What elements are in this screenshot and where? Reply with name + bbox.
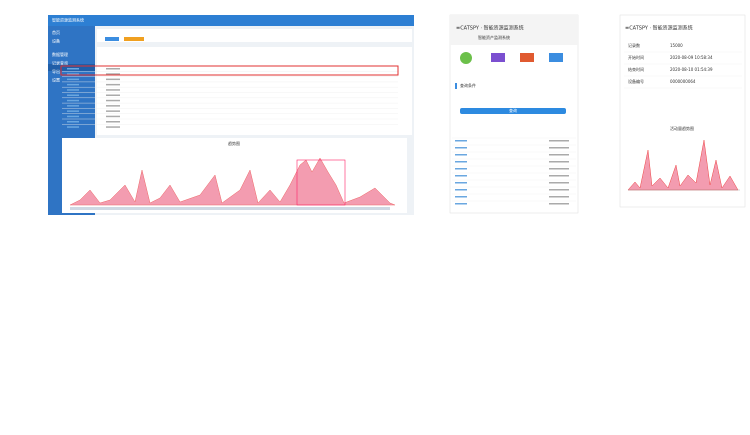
cell xyxy=(549,182,569,184)
cell xyxy=(106,94,120,96)
cell xyxy=(67,89,79,91)
icon xyxy=(520,53,534,62)
cell xyxy=(106,89,120,91)
section-title: 查询条件 xyxy=(460,82,476,88)
cell xyxy=(106,110,120,112)
cell xyxy=(549,175,569,177)
phone-detail xyxy=(619,14,746,208)
cell xyxy=(106,83,120,86)
area-chart xyxy=(69,157,396,206)
phone-title: ≡CATSPY · 智能资源监测系统 xyxy=(625,25,693,32)
cell xyxy=(549,154,569,156)
data-table xyxy=(97,47,412,135)
menu-item: 设置 xyxy=(52,77,60,83)
cell xyxy=(67,68,79,70)
icon xyxy=(491,53,505,62)
cell xyxy=(455,175,467,177)
icon xyxy=(549,53,563,62)
filter-bar xyxy=(97,29,412,42)
menu-item: 导出 xyxy=(52,68,60,74)
chart-title: 趋势图 xyxy=(228,140,240,146)
field-value: 15000 xyxy=(670,43,683,48)
field-value: 0000000064 xyxy=(670,79,696,84)
button-label: 查询 xyxy=(509,107,517,113)
menu-active xyxy=(48,64,95,71)
cell xyxy=(67,73,79,75)
highlight-row xyxy=(60,65,399,76)
cell xyxy=(67,94,79,96)
cell xyxy=(67,78,79,81)
cell xyxy=(455,147,467,149)
top-bar xyxy=(48,15,414,26)
field-label: 开始时间 xyxy=(628,54,644,60)
cell xyxy=(549,168,569,170)
cell xyxy=(106,73,120,75)
cell xyxy=(549,196,569,198)
cell xyxy=(549,147,569,149)
field-value: 2020-08-10 01:54:39 xyxy=(670,67,713,72)
field-value: 2020-08-09 10:58:34 xyxy=(670,55,713,60)
menu-item: 数据管理 xyxy=(52,51,68,57)
cell xyxy=(455,161,467,163)
field-label: 设备编号 xyxy=(628,78,644,84)
cell xyxy=(67,105,79,107)
cell xyxy=(549,140,569,142)
menu-item: 记录查询 xyxy=(52,60,68,66)
cell xyxy=(455,168,467,170)
section-mark xyxy=(455,83,457,89)
cell xyxy=(549,203,569,205)
phone-title: ≡CATSPY · 智能资源监测系统 xyxy=(456,25,524,32)
field-label: 记录数 xyxy=(628,42,640,48)
cell xyxy=(67,110,79,112)
app-title: 智能资源监测系统 xyxy=(52,17,84,23)
phone-header xyxy=(450,15,578,45)
cell xyxy=(106,126,120,128)
cell xyxy=(106,105,120,107)
search-button[interactable] xyxy=(105,37,119,41)
field-label: 结束时间 xyxy=(628,66,644,72)
cell xyxy=(549,161,569,163)
area-chart xyxy=(627,139,739,191)
cell xyxy=(106,78,120,81)
cell xyxy=(106,115,120,118)
icon xyxy=(460,52,472,64)
menu-item: 设备 xyxy=(52,38,60,44)
scrollbar xyxy=(70,207,390,210)
query-button[interactable] xyxy=(460,108,566,114)
cell xyxy=(455,140,467,142)
cell xyxy=(455,189,467,191)
cell xyxy=(106,99,120,102)
cell xyxy=(67,83,79,86)
cell xyxy=(67,121,79,123)
cell xyxy=(455,182,467,184)
cell xyxy=(106,68,120,70)
cell xyxy=(106,121,120,123)
cell xyxy=(455,154,467,156)
cell xyxy=(67,99,79,102)
cell xyxy=(455,203,467,205)
cell xyxy=(549,189,569,191)
phone-subtitle: 智能资产监测系统 xyxy=(478,34,510,40)
cell xyxy=(67,115,79,118)
zoom-box xyxy=(296,159,346,206)
menu-item: 首页 xyxy=(52,29,60,35)
chart-title: 活动量趋势图 xyxy=(670,125,694,131)
cell xyxy=(67,126,79,128)
export-button[interactable] xyxy=(124,37,144,41)
cell xyxy=(455,196,467,198)
